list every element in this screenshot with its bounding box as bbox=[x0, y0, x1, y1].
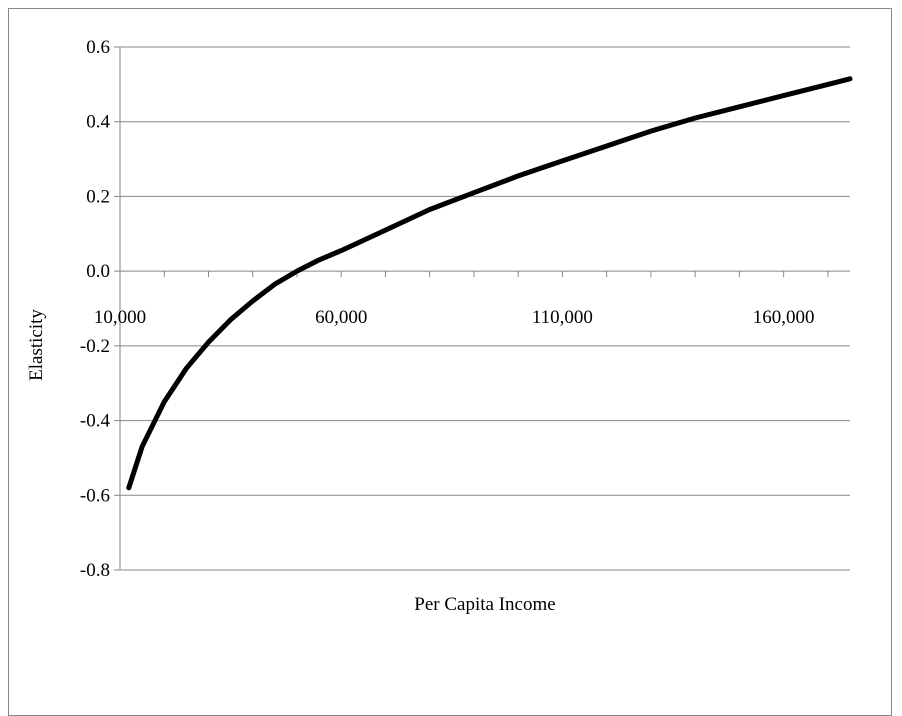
y-tick-label: -0.2 bbox=[80, 336, 110, 357]
series bbox=[129, 79, 850, 488]
gridlines bbox=[120, 47, 850, 570]
x-tick-label: 160,000 bbox=[753, 307, 815, 328]
x-tick-label: 10,000 bbox=[94, 307, 146, 328]
y-tick-label: 0.6 bbox=[86, 37, 110, 58]
y-tick-label: -0.8 bbox=[80, 560, 110, 581]
x-axis-title: Per Capita Income bbox=[414, 594, 555, 615]
y-tick-label: 0.4 bbox=[86, 112, 110, 133]
axes bbox=[114, 47, 850, 570]
y-tick-label: 0.2 bbox=[86, 186, 110, 207]
y-tick-label: 0.0 bbox=[86, 261, 110, 282]
x-tick-label: 60,000 bbox=[315, 307, 367, 328]
x-tick-label: 110,000 bbox=[532, 307, 593, 328]
series-line bbox=[129, 79, 850, 488]
y-tick-label: -0.6 bbox=[80, 485, 110, 506]
y-tick-label: -0.4 bbox=[80, 411, 111, 432]
tick-labels: -0.8 -0.6 -0.4 -0.2 0.0 0.2 0.4 0.6 10,000 60,000… bbox=[80, 37, 815, 581]
y-axis-title: Elasticity bbox=[26, 309, 47, 381]
